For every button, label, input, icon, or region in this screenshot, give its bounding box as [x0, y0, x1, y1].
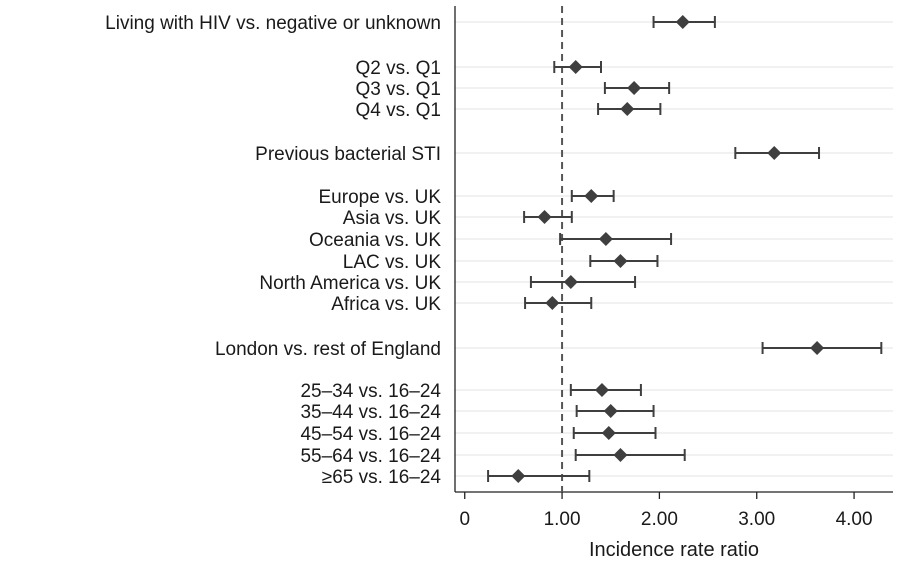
- estimate-marker: [584, 189, 599, 203]
- row-label: LAC vs. UK: [343, 252, 442, 273]
- estimate-marker: [563, 275, 578, 289]
- row-label: 35–44 vs. 16–24: [300, 402, 441, 423]
- x-tick-label: 0: [459, 509, 470, 530]
- estimate-marker: [511, 469, 526, 483]
- estimate-marker: [613, 254, 628, 268]
- estimate-marker: [594, 383, 609, 397]
- estimate-marker: [627, 81, 642, 95]
- estimate-marker: [620, 102, 635, 116]
- row-label: Q4 vs. Q1: [355, 100, 441, 121]
- estimate-marker: [767, 146, 782, 160]
- x-tick-label: 2.00: [641, 509, 678, 530]
- x-tick-label: 3.00: [738, 509, 775, 530]
- x-tick-label: 4.00: [836, 509, 873, 530]
- row-label: 55–64 vs. 16–24: [300, 446, 441, 467]
- estimate-marker: [675, 15, 690, 29]
- row-label: Oceania vs. UK: [309, 230, 441, 251]
- estimate-marker: [545, 296, 560, 310]
- estimate-marker: [810, 341, 825, 355]
- row-label: Previous bacterial STI: [255, 144, 441, 165]
- row-label: London vs. rest of England: [215, 339, 441, 360]
- estimate-marker: [537, 210, 552, 224]
- estimate-marker: [603, 404, 618, 418]
- row-label: Q3 vs. Q1: [355, 79, 441, 100]
- row-label: North America vs. UK: [259, 273, 441, 294]
- estimates: Living with HIV vs. negative or unknown Q…: [105, 13, 883, 488]
- estimate-marker: [598, 232, 613, 246]
- x-tick-label: 1.00: [544, 509, 581, 530]
- row-label: 25–34 vs. 16–24: [300, 381, 441, 402]
- row-label: Africa vs. UK: [331, 294, 441, 315]
- x-axis-title: Incidence rate ratio: [589, 539, 759, 561]
- row-label: ≥65 vs. 16–24: [322, 467, 442, 488]
- gridlines: [455, 21, 893, 477]
- row-label: Europe vs. UK: [319, 187, 442, 208]
- x-axis-ticks: 0 1.00 2.00 3.00 4.00: [459, 492, 873, 530]
- estimate-marker: [601, 426, 616, 440]
- row-label: Asia vs. UK: [343, 208, 442, 229]
- row-label: Living with HIV vs. negative or unknown: [105, 13, 441, 34]
- row-label: 45–54 vs. 16–24: [300, 424, 441, 445]
- estimate-marker: [568, 60, 583, 74]
- estimate-marker: [613, 448, 628, 462]
- row-label: Q2 vs. Q1: [355, 58, 441, 79]
